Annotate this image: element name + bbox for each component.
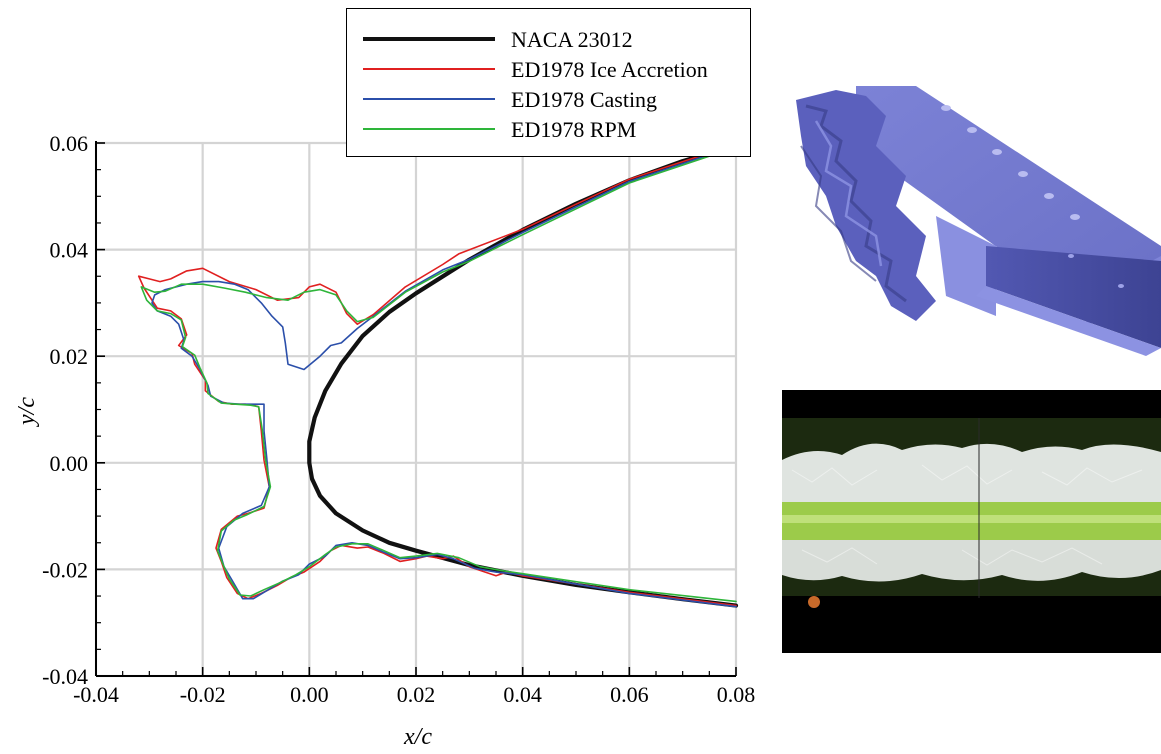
grid-lines (94, 141, 738, 678)
ice-casting-3d-render (796, 86, 1161, 356)
tick-marks (95, 142, 737, 677)
legend-label-ice-accretion: ED1978 Ice Accretion (511, 57, 708, 82)
y-tick-label: -0.02 (42, 557, 88, 582)
x-tick-label: 0.02 (397, 682, 436, 707)
legend-swatch-rpm (363, 128, 495, 130)
legend-item-rpm: ED1978 RPM (359, 115, 744, 145)
y-tick-label: 0.02 (50, 344, 89, 369)
y-tick-label: 0.06 (50, 131, 89, 156)
legend-item-casting: ED1978 Casting (359, 85, 744, 115)
legend-item-ice-accretion: ED1978 Ice Accretion (359, 55, 744, 85)
x-tick-label: -0.04 (73, 682, 119, 707)
legend: NACA 23012 ED1978 Ice Accretion ED1978 C… (346, 8, 751, 157)
series-line-ed1978-casting (151, 144, 737, 608)
series-group (137, 143, 739, 608)
tick-labels: -0.04 -0.02 0.00 0.02 0.04 0.06 0.08 -0.04 -0.02… (42, 131, 755, 707)
series-line-ed1978-ice-accretion (137, 143, 737, 607)
x-axis-label: x/c (403, 724, 432, 750)
x-tick-label: 0.06 (610, 682, 649, 707)
legend-swatch-casting (363, 98, 495, 100)
y-axis-label: y/c (14, 397, 40, 427)
y-tick-label: 0.04 (50, 238, 89, 263)
legend-label-naca: NACA 23012 (511, 27, 633, 52)
legend-label-rpm: ED1978 RPM (511, 117, 637, 142)
x-tick-label: 0.08 (717, 682, 756, 707)
x-tick-label: -0.02 (180, 682, 226, 707)
x-tick-label: 0.00 (290, 682, 329, 707)
y-tick-label: -0.04 (42, 664, 88, 689)
legend-swatch-naca (363, 37, 495, 41)
legend-swatch-ice-accretion (363, 68, 495, 70)
ice-accretion-photo (782, 390, 1161, 653)
x-tick-label: 0.04 (503, 682, 542, 707)
series-line-ed1978-rpm (140, 146, 737, 603)
y-tick-label: 0.00 (50, 451, 89, 476)
legend-label-casting: ED1978 Casting (511, 87, 658, 112)
legend-item-naca: NACA 23012 (359, 25, 744, 55)
